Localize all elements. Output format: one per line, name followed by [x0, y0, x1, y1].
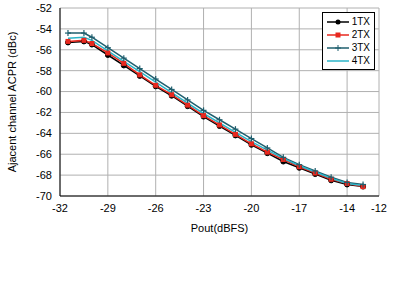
svg-text:Pout(dBFS): Pout(dBFS): [191, 222, 248, 234]
svg-text:-14: -14: [339, 202, 355, 214]
html-text:2TX: 2TX: [351, 29, 370, 40]
svg-text:-23: -23: [196, 202, 212, 214]
svg-text:-68: -68: [36, 169, 52, 181]
svg-text:-32: -32: [52, 202, 68, 214]
svg-text:-64: -64: [36, 127, 52, 139]
svg-text:-56: -56: [36, 44, 52, 56]
svg-text:-26: -26: [148, 202, 164, 214]
svg-text:-52: -52: [36, 2, 52, 14]
svg-text:-70: -70: [36, 190, 52, 202]
svg-text:-58: -58: [36, 65, 52, 77]
html-text:4TX: 4TX: [351, 55, 370, 66]
svg-text:-60: -60: [36, 85, 52, 97]
svg-text:-29: -29: [100, 202, 116, 214]
svg-text:-12: -12: [371, 202, 387, 214]
svg-text:-54: -54: [36, 23, 52, 35]
html-text:1TX: 1TX: [351, 16, 370, 27]
svg-text:-20: -20: [243, 202, 259, 214]
svg-text:-66: -66: [36, 148, 52, 160]
html-text:3TX: 3TX: [351, 42, 370, 53]
svg-text:-62: -62: [36, 106, 52, 118]
svg-text:-17: -17: [291, 202, 307, 214]
svg-text:Ajacent channel ACPR (dBc): Ajacent channel ACPR (dBc): [8, 32, 18, 173]
